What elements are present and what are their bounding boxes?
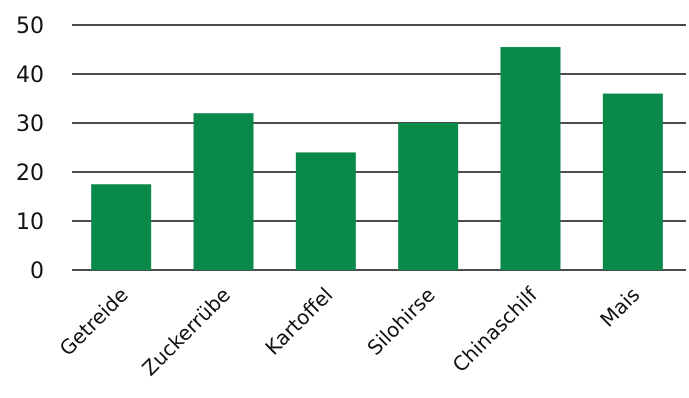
bar-zuckerrübe — [193, 113, 254, 270]
y-tick-label: 30 — [16, 112, 44, 137]
y-tick-label: 10 — [16, 210, 44, 235]
bars — [91, 47, 663, 270]
x-category-label: Silohirse — [362, 283, 439, 360]
gridlines — [72, 24, 686, 271]
x-category-label: Chinaschilf — [448, 282, 543, 377]
y-tick-label: 0 — [30, 259, 44, 284]
x-category-label: Mais — [595, 283, 644, 332]
y-tick-label: 20 — [16, 161, 44, 186]
bar-silohirse — [398, 123, 459, 270]
bar-getreide — [91, 184, 152, 270]
x-category-label: Getreide — [55, 283, 133, 361]
bar-mais — [602, 93, 663, 270]
x-category-label: Kartoffel — [260, 283, 337, 360]
x-axis-labels: Getreide Zuckerrübe Kartoffel Silohirse Chin… — [55, 282, 645, 380]
bar-kartoffel — [295, 152, 356, 270]
y-tick-label: 50 — [16, 14, 44, 39]
x-category-label: Zuckerrübe — [137, 283, 235, 381]
bar-chinaschilf — [500, 47, 561, 270]
y-tick-label: 40 — [16, 63, 44, 88]
y-axis-ticks: 0 10 20 30 40 50 — [16, 14, 44, 284]
